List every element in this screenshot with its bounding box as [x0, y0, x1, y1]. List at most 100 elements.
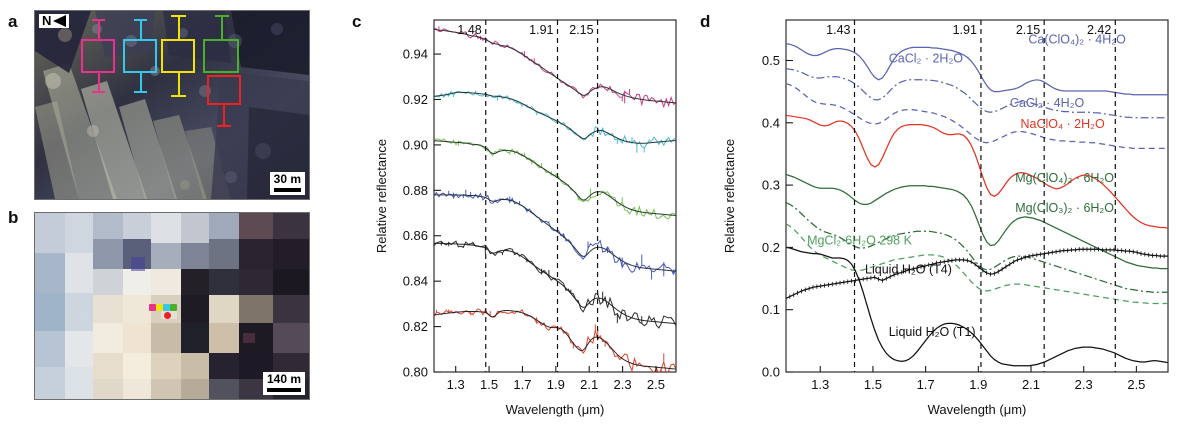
x-tick-label: 1.9: [969, 377, 987, 392]
y-tick-label: 0.5: [762, 53, 780, 68]
chart-panel-d: 1.43 1.91 2.15 2.42 1.3 1.5 1.7 1.9 2.1 2.3 2.5 0.0…: [718, 6, 1174, 420]
x-tick-label: 2.1: [1022, 377, 1040, 392]
roi-stem-yellow-lower: [178, 73, 180, 97]
roi-stem-cyan-lower: [140, 73, 142, 93]
series-8: [786, 248, 1168, 300]
roi-box-magenta: [81, 39, 115, 73]
series-smooth-3: [434, 194, 676, 272]
series-label-2: CaCl₂ · 4H₂O: [1010, 96, 1085, 110]
x-tick-label: 2.3: [1075, 377, 1093, 392]
annotation-label-2.15: 2.15: [569, 23, 593, 37]
series-label-9: Liquid H₂O (T1): [889, 325, 976, 339]
roi-cap-cyan-lower: [134, 91, 147, 93]
roi-stem-magenta: [98, 19, 100, 39]
roi-cap-yellow-lower: [171, 95, 186, 97]
panel-c-svg: 1.48 1.91 2.15 1.3 1.5 1.7 1.9 2.1 2.3 2.5 0.80 0.8…: [374, 19, 677, 417]
x-tick-label: 2.5: [1127, 377, 1145, 392]
series-5: [786, 173, 1168, 270]
series-9: [786, 246, 1168, 367]
panel-d-svg: 1.43 1.91 2.15 2.42 1.3 1.5 1.7 1.9 2.1 2.3 2.5 0.0…: [722, 19, 1169, 417]
y-axis-title: Relative reflectance: [722, 139, 737, 253]
panel-a-image: N 30 m: [34, 10, 310, 200]
x-tick-label: 1.3: [811, 377, 829, 392]
series-6: [786, 201, 1168, 293]
y-tick-label: 0.80: [403, 365, 428, 380]
annotation-label-1.91: 1.91: [529, 23, 553, 37]
y-tick-label: 0.3: [762, 178, 780, 193]
y-tick-label: 0.2: [762, 240, 780, 255]
sample-marker-green: [170, 304, 177, 311]
roi-cap-red: [217, 125, 231, 127]
panel-letter-c: c: [352, 12, 362, 31]
sample-marker-red: [164, 312, 171, 319]
y-tick-label: 0.92: [403, 92, 428, 107]
series-2: [786, 82, 1168, 149]
panel-letter-a: a: [8, 12, 18, 31]
roi-stem-yellow: [178, 15, 180, 39]
scalebar-label-b: 140 m: [266, 372, 301, 387]
y-tick-label: 0.88: [403, 183, 428, 198]
annotation-label-1.91: 1.91: [953, 23, 977, 37]
crism-pixelated-render: [35, 213, 309, 399]
y-tick-label: 0.82: [403, 319, 428, 334]
x-tick-label: 2.3: [614, 377, 632, 392]
roi-cap-yellow: [171, 15, 186, 17]
series-smooth-5: [434, 310, 676, 370]
roi-box-cyan: [123, 39, 157, 73]
roi-cap-magenta-lower: [92, 91, 105, 93]
x-tick-label: 1.5: [480, 377, 498, 392]
sample-marker-magenta: [149, 304, 156, 311]
y-tick-label: 0.94: [403, 47, 428, 62]
north-arrow-icon: [53, 15, 67, 28]
annotation-label-1.48: 1.48: [457, 23, 481, 37]
series-label-6: Mg(ClO₃)₂ · 6H₂O: [1015, 201, 1114, 215]
scalebar-panel-a: 30 m: [269, 172, 305, 195]
series-1: [786, 67, 1168, 119]
x-tick-label: 1.3: [447, 377, 465, 392]
north-indicator: N: [39, 13, 70, 29]
series-smooth-0: [434, 28, 676, 104]
x-axis-title: Wavelength (μm): [928, 402, 1027, 417]
roi-box-red: [207, 75, 241, 105]
series-smooth-1: [434, 91, 676, 144]
roi-stem-green: [221, 15, 223, 39]
x-tick-label: 2.5: [647, 377, 665, 392]
scalebar-label-a: 30 m: [273, 172, 301, 187]
series-0: [786, 43, 1168, 96]
series-label-4: NaClO₄ · 2H₂O: [1020, 117, 1105, 131]
x-tick-label: 1.5: [864, 377, 882, 392]
scalebar-bar-b: [266, 388, 301, 392]
north-label: N: [42, 13, 52, 28]
panel-b-image: 140 m: [34, 212, 310, 400]
y-tick-label: 0.4: [762, 115, 780, 130]
x-tick-label: 1.7: [917, 377, 935, 392]
annotation-label-2.15: 2.15: [1016, 23, 1040, 37]
series-label-7: MgCl₂·6H₂O 298 K: [807, 233, 913, 247]
series-smooth-4: [434, 242, 676, 325]
annotation-label-1.43: 1.43: [826, 23, 850, 37]
panel-letter-d: d: [700, 12, 711, 31]
x-tick-label: 2.1: [580, 377, 598, 392]
annotation-label-2.42: 2.42: [1087, 23, 1111, 37]
y-tick-label: 0.0: [762, 365, 780, 380]
roi-stem-magenta-lower: [98, 73, 100, 93]
roi-stem-cyan: [140, 19, 142, 39]
panel-d-plot-frame: [785, 19, 1169, 373]
y-axis-title: Relative reflectance: [374, 139, 389, 253]
roi-box-green: [203, 39, 239, 73]
y-tick-label: 0.90: [403, 137, 428, 152]
series-7: [786, 223, 1168, 305]
series-smooth-2: [434, 140, 676, 216]
roi-cap-cyan: [134, 19, 147, 21]
sample-marker-yellow: [156, 304, 163, 311]
y-tick-label: 0.84: [403, 274, 428, 289]
series-4: [786, 114, 1168, 229]
panel-letter-b: b: [8, 208, 19, 227]
scalebar-bar-a: [273, 188, 301, 192]
y-tick-label: 0.86: [403, 228, 428, 243]
series-label-0: CaCl₂ · 2H₂O: [889, 51, 964, 65]
series-label-8: Liquid H₂O (T4): [865, 263, 952, 277]
series-raw-2: [434, 138, 676, 220]
roi-box-yellow: [161, 39, 195, 73]
